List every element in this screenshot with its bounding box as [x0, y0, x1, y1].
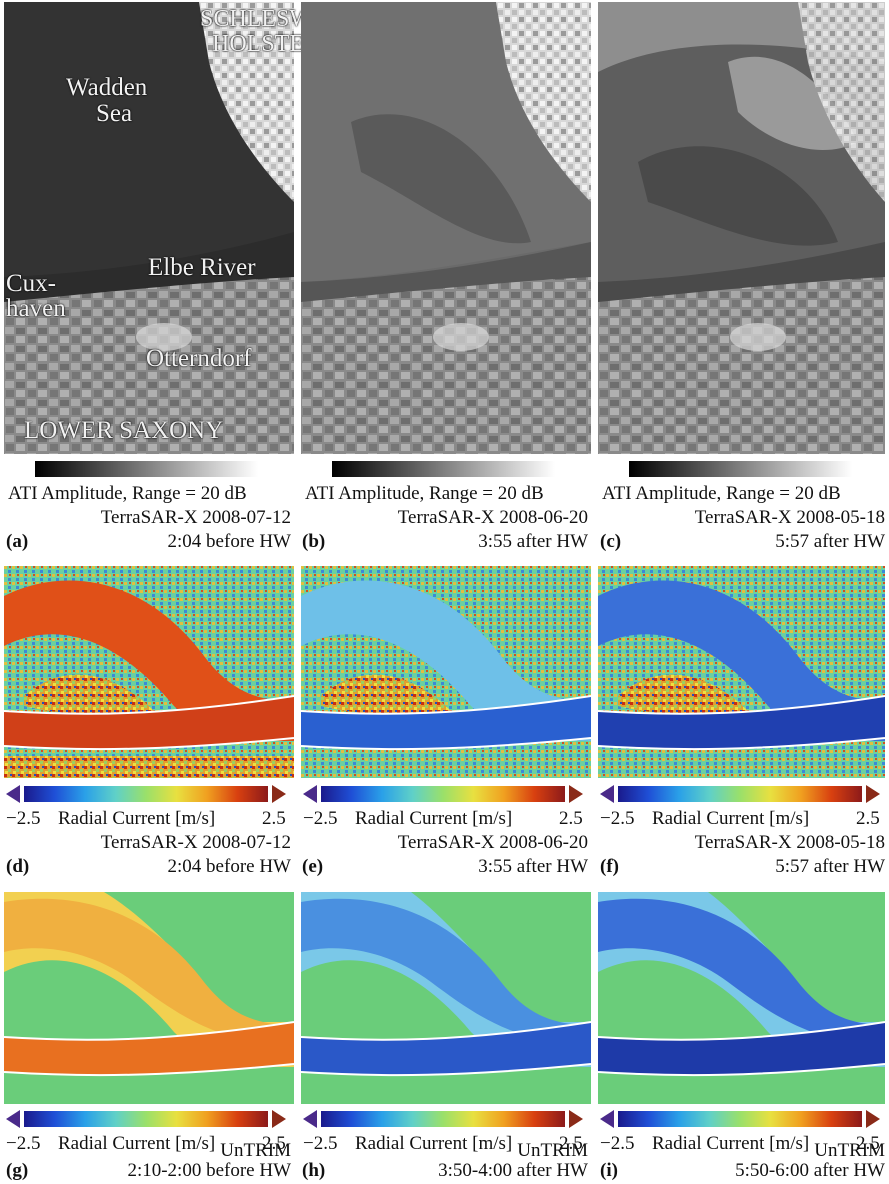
cbar-label-d: Radial Current [m/s] [58, 808, 216, 829]
timing-g: 2:10-2:00 before HW [127, 1160, 291, 1181]
arrow-right-g [272, 1110, 286, 1128]
current-colorbar-g [24, 1111, 268, 1127]
panel-letter-g: (g) [6, 1160, 29, 1181]
timing-a: 2:04 before HW [167, 531, 291, 552]
current-map-d [4, 566, 294, 778]
map-label-haven: haven [6, 295, 66, 322]
source-a: TerraSAR-X 2008-07-12 [100, 507, 291, 528]
source-i: UnTRIM [814, 1140, 885, 1161]
arrow-left-i [600, 1110, 614, 1128]
amplitude-label-a: ATI Amplitude, Range = 20 dB [8, 483, 247, 504]
panel-letter-b: (b) [302, 531, 326, 552]
cbar-max-e: 2.5 [559, 808, 583, 829]
sar-image-c [598, 2, 885, 454]
cbar-max-d: 2.5 [262, 808, 286, 829]
map-label-cux: Cux- [6, 270, 56, 297]
map-label-otterndorf: Otterndorf [146, 345, 252, 372]
map-label-wadden: Wadden [66, 74, 148, 101]
arrow-left-h [303, 1110, 317, 1128]
source-c: TerraSAR-X 2008-05-18 [694, 507, 885, 528]
panel-letter-i: (i) [600, 1160, 618, 1181]
timing-f: 5:57 after HW [775, 856, 885, 877]
current-colorbar-d [24, 786, 268, 802]
current-colorbar-h [321, 1111, 565, 1127]
cbar-min-e: −2.5 [303, 808, 338, 829]
arrow-right-i [866, 1110, 880, 1128]
timing-b: 3:55 after HW [478, 531, 588, 552]
arrow-left-d [6, 785, 20, 803]
panel-letter-h: (h) [302, 1160, 326, 1181]
arrow-left-e [303, 785, 317, 803]
source-h: UnTRIM [517, 1140, 588, 1161]
cbar-min-h: −2.5 [303, 1133, 338, 1154]
timing-h: 3:50-4:00 after HW [438, 1160, 588, 1181]
cbar-max-i: 2.5 [856, 1133, 880, 1154]
timing-c: 5:57 after HW [775, 531, 885, 552]
model-map-g [4, 892, 294, 1104]
cbar-min-g: −2.5 [6, 1133, 41, 1154]
source-f: TerraSAR-X 2008-05-18 [694, 832, 885, 853]
map-label-lower-saxony: LOWER SAXONY [24, 417, 224, 444]
cbar-label-h: Radial Current [m/s] [355, 1133, 513, 1154]
sar-image-a [4, 2, 294, 454]
cbar-label-e: Radial Current [m/s] [355, 808, 513, 829]
arrow-right-e [569, 785, 583, 803]
model-map-i [598, 892, 885, 1104]
amplitude-colorbar-a [35, 461, 258, 477]
current-map-f [598, 566, 885, 778]
panel-letter-a: (a) [6, 531, 29, 552]
current-colorbar-f [618, 786, 862, 802]
cbar-min-f: −2.5 [600, 808, 635, 829]
panel-letter-d: (d) [6, 856, 30, 877]
cbar-max-g: 2.5 [262, 1133, 286, 1154]
amplitude-colorbar-c [629, 461, 852, 477]
cbar-label-f: Radial Current [m/s] [652, 808, 810, 829]
arrow-right-f [866, 785, 880, 803]
cbar-max-f: 2.5 [856, 808, 880, 829]
source-b: TerraSAR-X 2008-06-20 [397, 507, 588, 528]
arrow-right-d [272, 785, 286, 803]
panel-letter-e: (e) [302, 856, 324, 877]
amplitude-label-c: ATI Amplitude, Range = 20 dB [602, 483, 841, 504]
source-d: TerraSAR-X 2008-07-12 [100, 832, 291, 853]
timing-e: 3:55 after HW [478, 856, 588, 877]
cbar-min-d: −2.5 [6, 808, 41, 829]
cbar-min-i: −2.5 [600, 1133, 635, 1154]
map-label-sea: Sea [96, 100, 133, 127]
amplitude-label-b: ATI Amplitude, Range = 20 dB [305, 483, 544, 504]
sar-image-b [301, 2, 591, 454]
source-e: TerraSAR-X 2008-06-20 [397, 832, 588, 853]
timing-i: 5:50-6:00 after HW [735, 1160, 885, 1181]
timing-d: 2:04 before HW [167, 856, 291, 877]
map-label-elbe: Elbe River [148, 254, 256, 281]
source-g: UnTRIM [220, 1140, 291, 1161]
cbar-label-g: Radial Current [m/s] [58, 1133, 216, 1154]
amplitude-colorbar-b [332, 461, 555, 477]
cbar-label-i: Radial Current [m/s] [652, 1133, 810, 1154]
model-map-h [301, 892, 591, 1104]
panel-letter-f: (f) [600, 856, 619, 877]
arrow-left-g [6, 1110, 20, 1128]
cbar-max-h: 2.5 [559, 1133, 583, 1154]
current-map-e [301, 566, 591, 778]
panel-letter-c: (c) [600, 531, 622, 552]
current-colorbar-e [321, 786, 565, 802]
arrow-left-f [600, 785, 614, 803]
arrow-right-h [569, 1110, 583, 1128]
current-colorbar-i [618, 1111, 862, 1127]
